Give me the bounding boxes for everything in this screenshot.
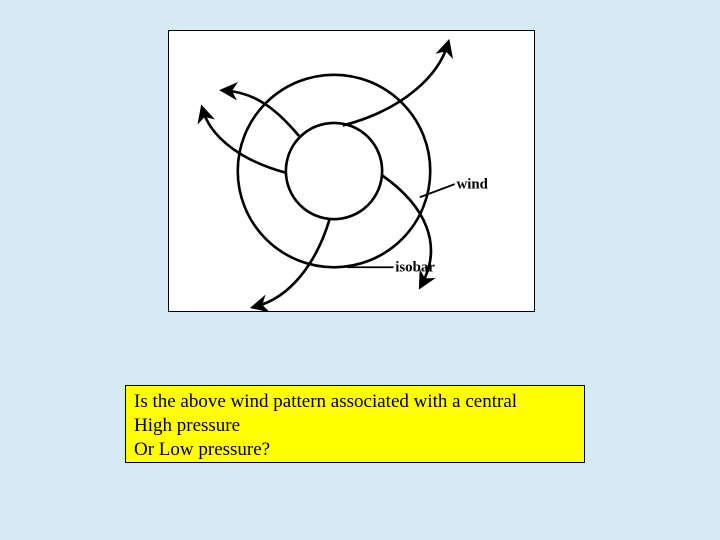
wind-label: wind — [457, 177, 489, 193]
isobar-label: isobar — [395, 260, 435, 276]
question-line-1: Is the above wind pattern associated wit… — [134, 390, 576, 414]
question-line-3: Or Low pressure? — [134, 438, 576, 462]
question-line-2: High pressure — [134, 414, 576, 438]
wind-diagram-svg: wind isobar — [169, 31, 534, 311]
question-box: Is the above wind pattern associated wit… — [125, 385, 585, 463]
wind-diagram-panel: wind isobar — [168, 30, 535, 312]
